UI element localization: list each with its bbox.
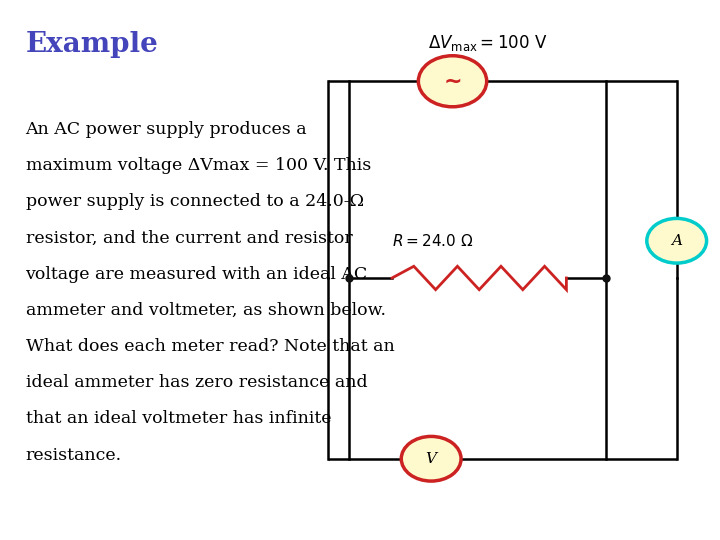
Text: $\Delta V_{\mathrm{max}} = 100\ \mathrm{V}$: $\Delta V_{\mathrm{max}} = 100\ \mathrm{…: [428, 33, 547, 53]
Text: A: A: [671, 234, 682, 248]
Text: ideal ammeter has zero resistance and: ideal ammeter has zero resistance and: [25, 374, 367, 391]
Text: What does each meter read? Note that an: What does each meter read? Note that an: [25, 338, 395, 355]
Text: resistance.: resistance.: [25, 447, 122, 463]
Text: $R = 24.0\ \Omega$: $R = 24.0\ \Omega$: [392, 233, 473, 249]
Text: resistor, and the current and resistor: resistor, and the current and resistor: [25, 230, 352, 247]
Text: power supply is connected to a 24.0-Ω: power supply is connected to a 24.0-Ω: [25, 193, 364, 211]
Text: ~: ~: [444, 71, 462, 91]
Text: maximum voltage ΔVmax = 100 V. This: maximum voltage ΔVmax = 100 V. This: [25, 157, 371, 174]
Text: voltage are measured with an ideal AC: voltage are measured with an ideal AC: [25, 266, 368, 283]
Text: ammeter and voltmeter, as shown below.: ammeter and voltmeter, as shown below.: [25, 302, 385, 319]
Circle shape: [418, 56, 487, 107]
Text: V: V: [426, 452, 436, 465]
Circle shape: [647, 218, 706, 263]
Text: An AC power supply produces a: An AC power supply produces a: [25, 121, 307, 138]
Text: that an ideal voltmeter has infinite: that an ideal voltmeter has infinite: [25, 410, 331, 427]
Circle shape: [401, 436, 461, 481]
Text: Example: Example: [25, 31, 158, 58]
